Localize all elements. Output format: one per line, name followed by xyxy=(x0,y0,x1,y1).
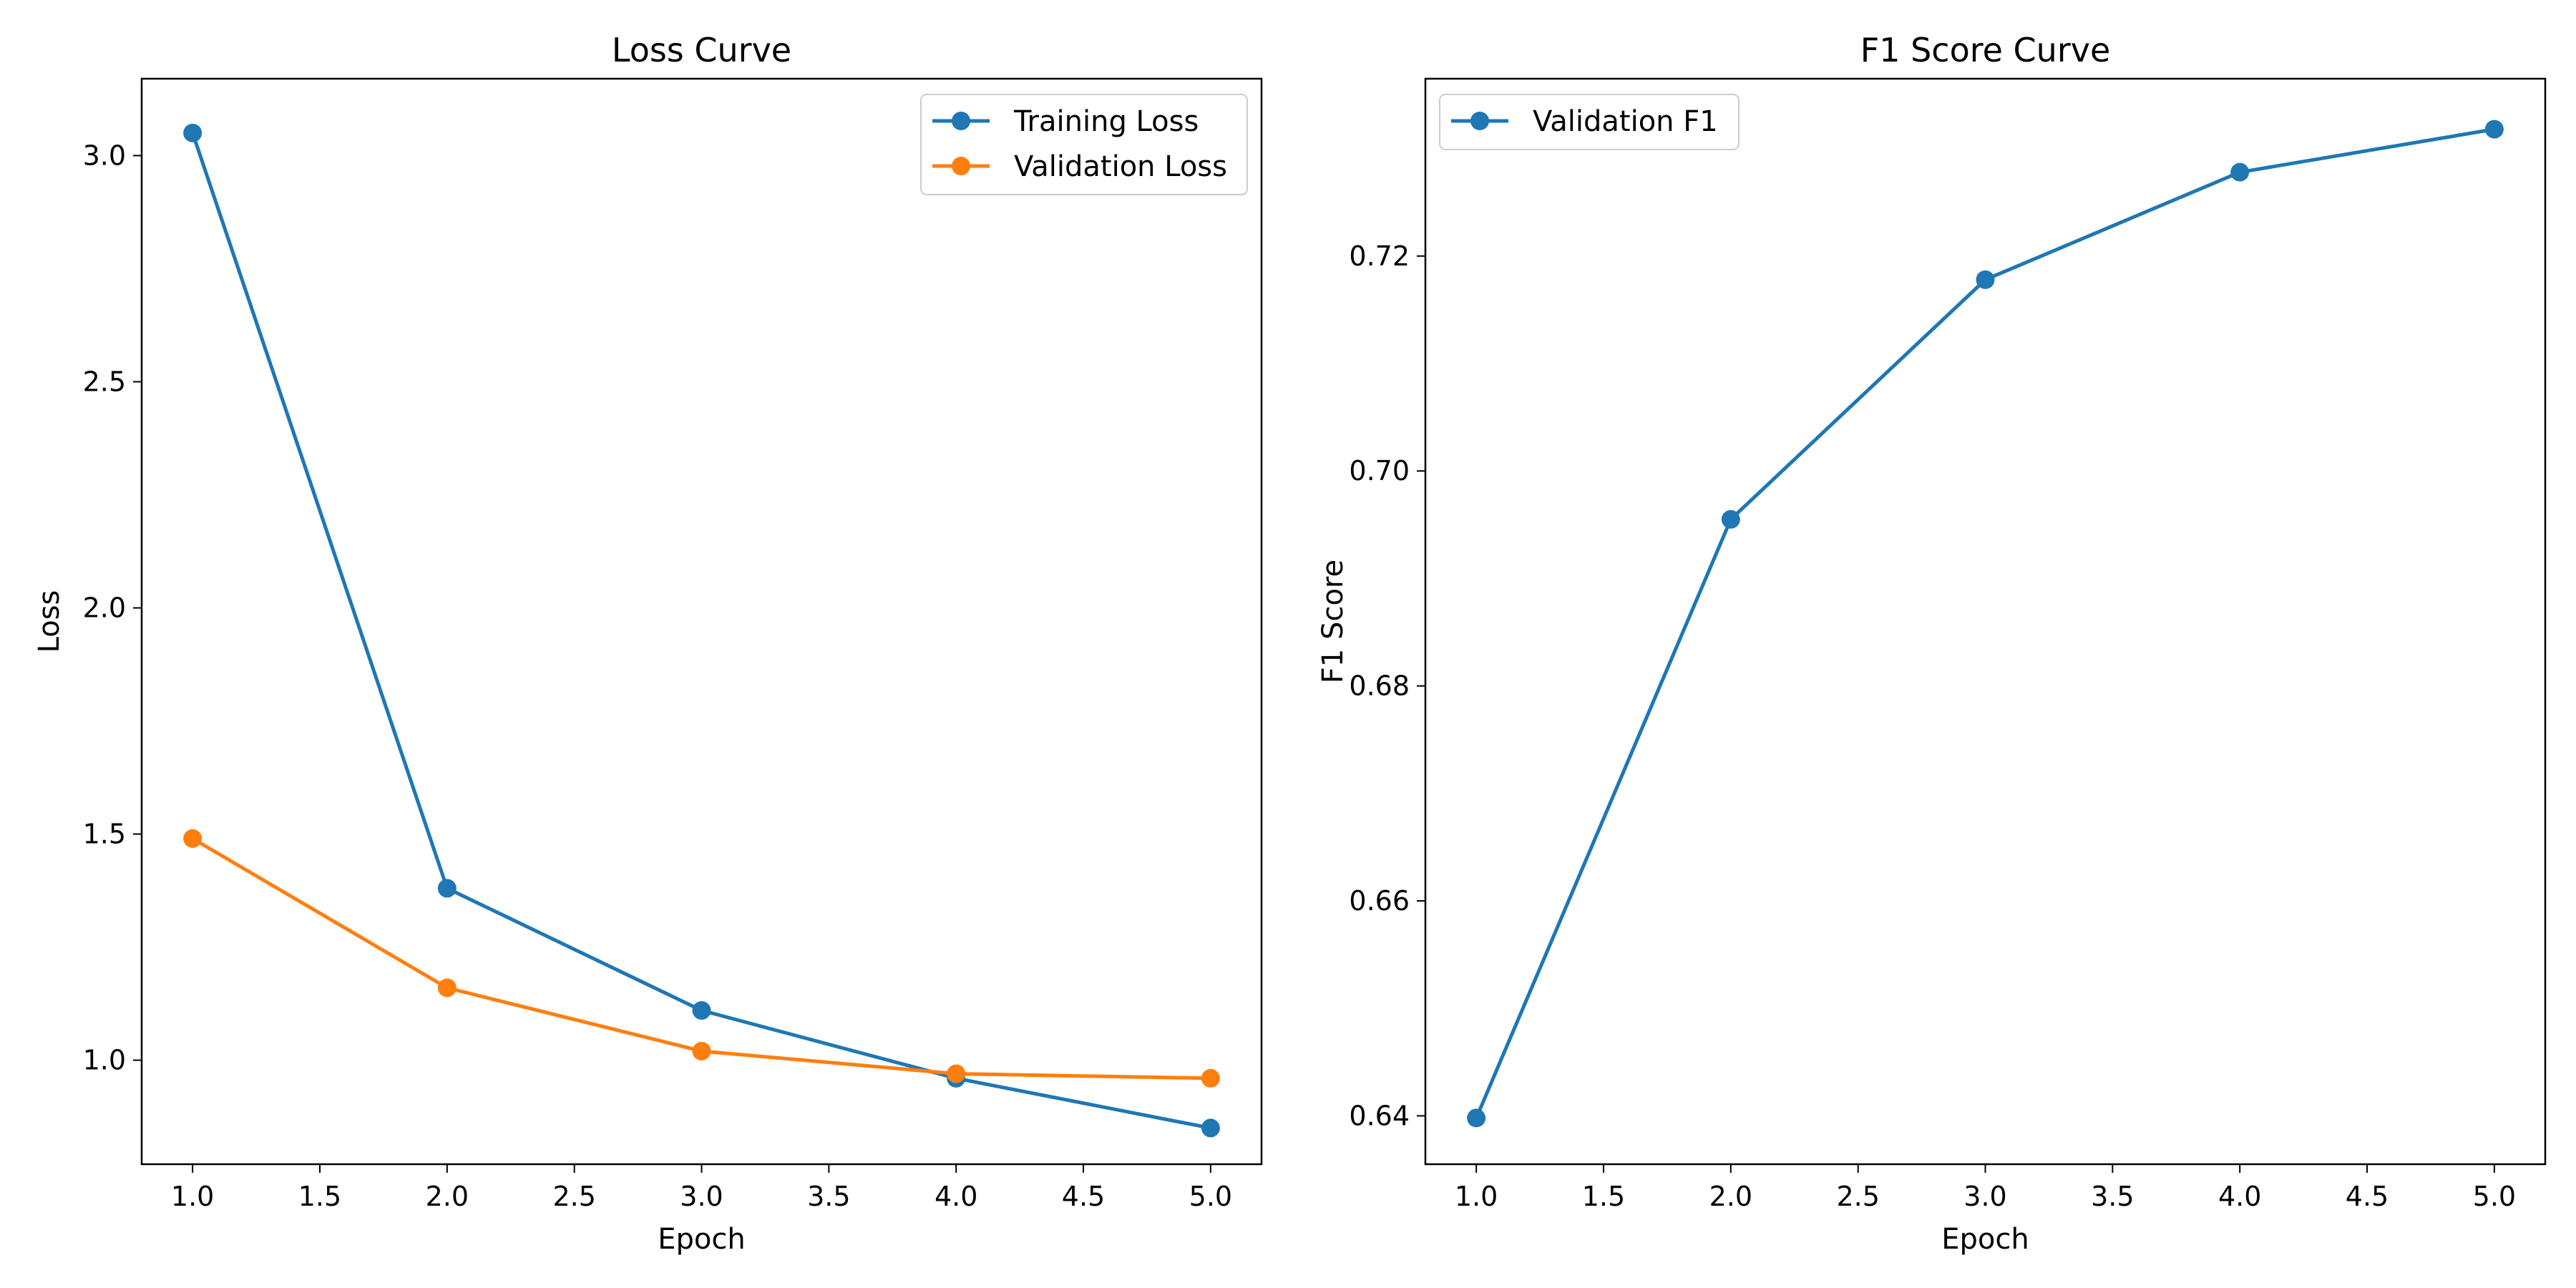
data-point xyxy=(692,1001,711,1020)
chart-title: F1 Score Curve xyxy=(1860,31,2111,69)
y-tick-label: 2.0 xyxy=(83,592,126,624)
series-line xyxy=(190,131,1213,1130)
legend-marker xyxy=(952,112,970,130)
x-tick-label: 1.0 xyxy=(171,1181,214,1212)
data-point xyxy=(2484,119,2504,139)
legend-marker xyxy=(1470,112,1489,130)
data-point xyxy=(437,879,457,898)
y-tick-label: 2.5 xyxy=(83,366,126,397)
x-axis-label: Epoch xyxy=(658,1223,745,1256)
x-tick-label: 2.0 xyxy=(426,1181,469,1212)
y-tick-label: 0.70 xyxy=(1349,455,1410,487)
legend-box xyxy=(920,94,1248,195)
x-tick-label: 1.5 xyxy=(1582,1181,1625,1212)
x-tick-label: 2.5 xyxy=(1836,1181,1879,1212)
y-tick-label: 0.68 xyxy=(1349,670,1410,702)
data-point xyxy=(1721,509,1740,529)
x-tick-label: 5.0 xyxy=(2473,1181,2516,1212)
legend-label: Validation Loss xyxy=(1014,150,1227,183)
y-tick-label: 3.0 xyxy=(83,140,126,171)
y-tick-label: 1.5 xyxy=(83,819,126,850)
data-point xyxy=(1467,1108,1486,1128)
legend: Validation F1 xyxy=(1439,94,1740,150)
x-tick-label: 3.0 xyxy=(680,1181,723,1212)
x-tick-label: 2.0 xyxy=(1709,1181,1752,1212)
data-point xyxy=(183,123,203,142)
x-tick-label: 2.5 xyxy=(552,1181,595,1212)
x-tick-label: 4.0 xyxy=(2218,1181,2261,1212)
x-tick-label: 4.5 xyxy=(1062,1181,1105,1212)
chart-panel-1: Loss Curve 1.0 1.5 2.0 2.5 3.0 3.5 4.0 4.5 5.0 1.0… xyxy=(33,31,1263,1256)
data-point xyxy=(947,1064,966,1083)
x-axis-label: Epoch xyxy=(1941,1223,2029,1256)
y-tick-label: 0.72 xyxy=(1349,240,1410,272)
x-tick-label: 1.0 xyxy=(1455,1181,1498,1212)
x-tick-label: 5.0 xyxy=(1189,1181,1232,1212)
legend-label: Validation F1 xyxy=(1533,105,1718,138)
x-tick-label: 4.5 xyxy=(2346,1181,2389,1212)
x-tick-label: 3.5 xyxy=(2091,1181,2134,1212)
axes-frame xyxy=(1424,77,2547,1166)
data-point xyxy=(2230,162,2250,182)
data-point xyxy=(1201,1068,1220,1088)
legend-label: Training Loss xyxy=(1013,105,1199,138)
data-point xyxy=(1976,270,1995,289)
axes-frame xyxy=(140,77,1263,1166)
data-point xyxy=(183,829,203,848)
y-tick-label: 1.0 xyxy=(83,1045,126,1076)
x-tick-label: 1.5 xyxy=(298,1181,341,1212)
x-tick-label: 3.0 xyxy=(1963,1181,2006,1212)
data-point xyxy=(437,978,457,997)
y-axis-label: Loss xyxy=(33,590,66,653)
y-axis-label: F1 Score xyxy=(1317,560,1350,683)
legend: Training Loss Validation Loss xyxy=(920,94,1248,195)
x-tick-label: 3.5 xyxy=(807,1181,850,1212)
data-point xyxy=(1201,1118,1220,1138)
data-point xyxy=(692,1041,711,1060)
legend-box xyxy=(1439,94,1740,150)
y-tick-label: 0.66 xyxy=(1349,885,1410,917)
y-tick-label: 0.64 xyxy=(1349,1100,1410,1131)
legend-marker xyxy=(952,157,970,175)
chart-title: Loss Curve xyxy=(612,31,791,69)
x-tick-label: 4.0 xyxy=(935,1181,977,1212)
chart-panel-2: F1 Score Curve 1.0 1.5 2.0 2.5 3.0 3.5 4.0 4.5 5.… xyxy=(1317,31,2547,1256)
